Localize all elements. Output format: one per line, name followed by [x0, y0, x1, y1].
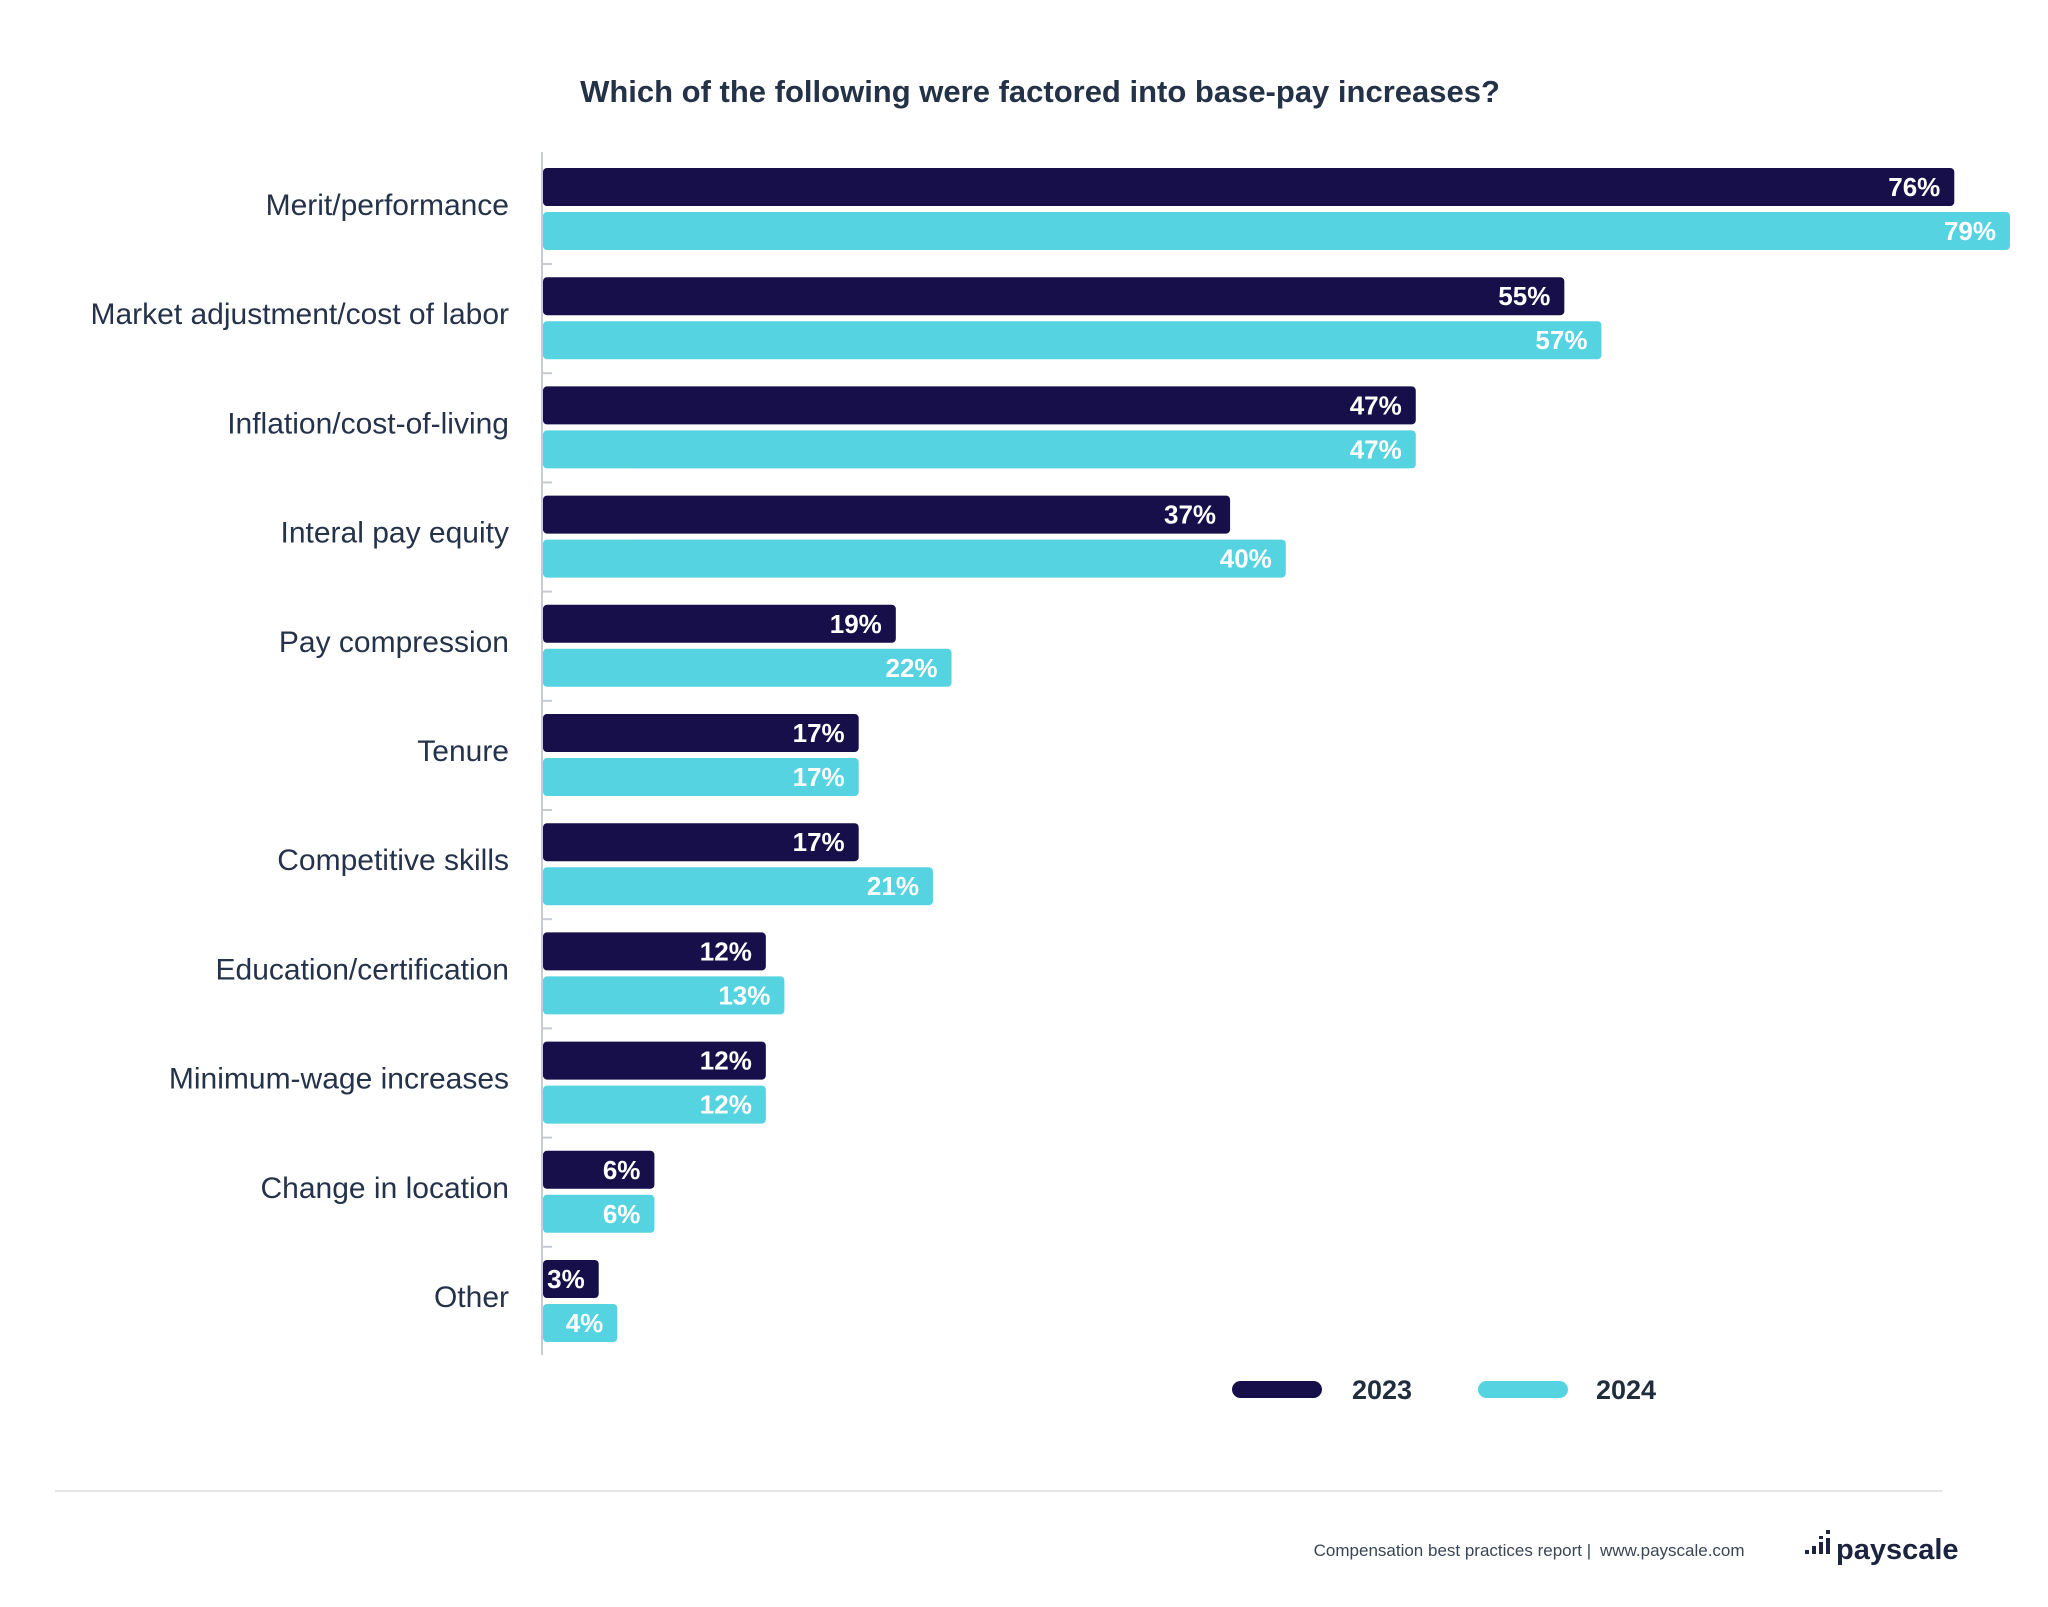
payscale-dots-logo-icon	[1805, 1530, 1830, 1554]
bar-2024-tenure	[543, 758, 859, 796]
payscale-brand-name: payscale	[1836, 1534, 1959, 1566]
category-labels: Merit/performance Market adjustment/cost …	[90, 189, 509, 1314]
bar-2023-other	[543, 1260, 599, 1298]
bar-2024-pay-compression	[543, 648, 952, 687]
category-label-tenure: Tenure	[417, 735, 509, 768]
bar-2023-minimum-wage-increases	[543, 1041, 766, 1080]
data-label-2023-tenure: 17%	[793, 718, 845, 748]
bar-2023-market-adjustment-cost-of-labor	[543, 277, 1565, 316]
bar-2023-competitive-skills	[543, 823, 859, 862]
bar-2023-interal-pay-equity	[543, 495, 1231, 534]
category-label-change-in-location: Change in location	[260, 1172, 509, 1205]
bars-group: 76%79% 55% 57% 47% 47% 37%40% 19%22% 17% 17% 17% 2…	[543, 168, 2010, 1342]
data-label-2024-pay-compression: 22%	[885, 653, 937, 683]
footer-report-text: Compensation best practices report	[1314, 1541, 1583, 1560]
bar-2023-merit-performance	[543, 168, 1955, 206]
category-label-inflation-cost-of-living: Inflation/cost-of-living	[227, 407, 509, 440]
bar-2024-other	[543, 1304, 618, 1342]
data-label-2023-merit-performance: 76%	[1888, 172, 1940, 202]
bar-2024-merit-performance	[543, 212, 2010, 250]
chart-title: Which of the following were factored int…	[580, 74, 1500, 109]
category-label-other: Other	[434, 1281, 509, 1314]
bar-2023-pay-compression	[543, 604, 896, 643]
category-label-interal-pay-equity: Interal pay equity	[281, 517, 509, 550]
legend-label-2023: 2023	[1352, 1375, 1412, 1405]
legend-label-2024: 2024	[1596, 1375, 1656, 1405]
footer-separator: |	[1587, 1541, 1591, 1560]
axis-ticks	[542, 263, 552, 1248]
bar-2024-education-certification	[543, 976, 785, 1015]
data-label-2024-market-adjustment-cost-of-labor: 57%	[1535, 325, 1587, 355]
data-label-2024-interal-pay-equity: 40%	[1220, 544, 1272, 574]
category-label-education-certification: Education/certification	[216, 953, 510, 986]
data-label-2023-change-in-location: 6%	[603, 1155, 641, 1185]
data-label-2024-tenure: 17%	[793, 762, 845, 792]
bar-2024-market-adjustment-cost-of-labor	[543, 321, 1602, 360]
data-label-2023-education-certification: 12%	[700, 936, 752, 966]
bar-2024-interal-pay-equity	[543, 539, 1286, 578]
legend: 2023 2024	[1232, 1375, 1656, 1405]
bar-2023-education-certification	[543, 932, 766, 971]
bar-2024-change-in-location	[543, 1194, 655, 1233]
category-label-merit-performance: Merit/performance	[266, 189, 509, 222]
data-label-2024-minimum-wage-increases: 12%	[700, 1090, 752, 1120]
category-label-market-adjustment-cost-of-labor: Market adjustment/cost of labor	[90, 298, 509, 331]
data-label-2023-minimum-wage-increases: 12%	[700, 1046, 752, 1076]
footer-url: www.payscale.com	[1599, 1541, 1745, 1560]
data-label-2023-pay-compression: 19%	[830, 609, 882, 639]
bar-2023-tenure	[543, 714, 859, 752]
data-label-2024-education-certification: 13%	[718, 980, 770, 1010]
bar-2024-inflation-cost-of-living	[543, 430, 1416, 469]
bar-2024-minimum-wage-increases	[543, 1085, 766, 1124]
category-label-minimum-wage-increases: Minimum-wage increases	[169, 1063, 509, 1096]
legend-swatch-2024	[1478, 1381, 1568, 1398]
category-label-competitive-skills: Competitive skills	[277, 844, 509, 877]
data-label-2024-competitive-skills: 21%	[867, 871, 919, 901]
bar-2023-change-in-location	[543, 1150, 655, 1189]
legend-swatch-2023	[1232, 1381, 1322, 1398]
data-label-2023-interal-pay-equity: 37%	[1164, 500, 1216, 530]
bar-2024-competitive-skills	[543, 867, 933, 906]
data-label-2023-inflation-cost-of-living: 47%	[1350, 390, 1402, 420]
data-label-2024-inflation-cost-of-living: 47%	[1350, 434, 1402, 464]
bar-2023-inflation-cost-of-living	[543, 386, 1416, 425]
data-label-2024-merit-performance: 79%	[1944, 216, 1996, 246]
data-label-2024-other: 4%	[566, 1308, 604, 1338]
data-label-2023-market-adjustment-cost-of-labor: 55%	[1498, 281, 1550, 311]
data-label-2023-other: 3%	[547, 1264, 585, 1294]
category-label-pay-compression: Pay compression	[279, 626, 509, 659]
data-label-2024-change-in-location: 6%	[603, 1199, 641, 1229]
data-label-2023-competitive-skills: 17%	[793, 827, 845, 857]
